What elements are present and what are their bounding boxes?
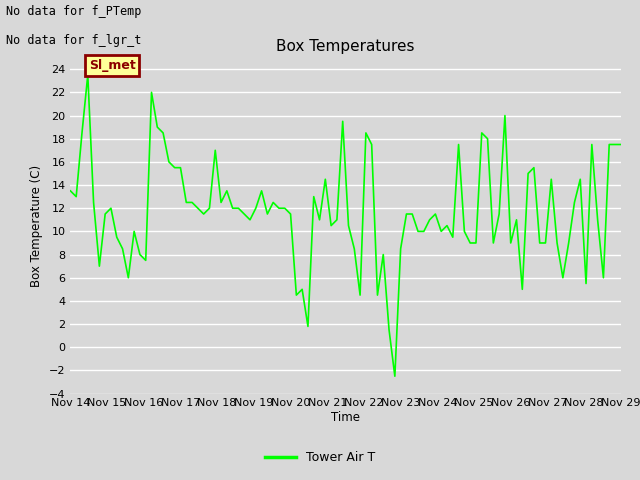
- X-axis label: Time: Time: [331, 411, 360, 424]
- Text: Sl_met: Sl_met: [89, 59, 136, 72]
- Y-axis label: Box Temperature (C): Box Temperature (C): [31, 165, 44, 287]
- Legend: Tower Air T: Tower Air T: [260, 446, 380, 469]
- Title: Box Temperatures: Box Temperatures: [276, 39, 415, 54]
- Text: No data for f_lgr_t: No data for f_lgr_t: [6, 34, 142, 47]
- Text: No data for f_PTemp: No data for f_PTemp: [6, 5, 142, 18]
